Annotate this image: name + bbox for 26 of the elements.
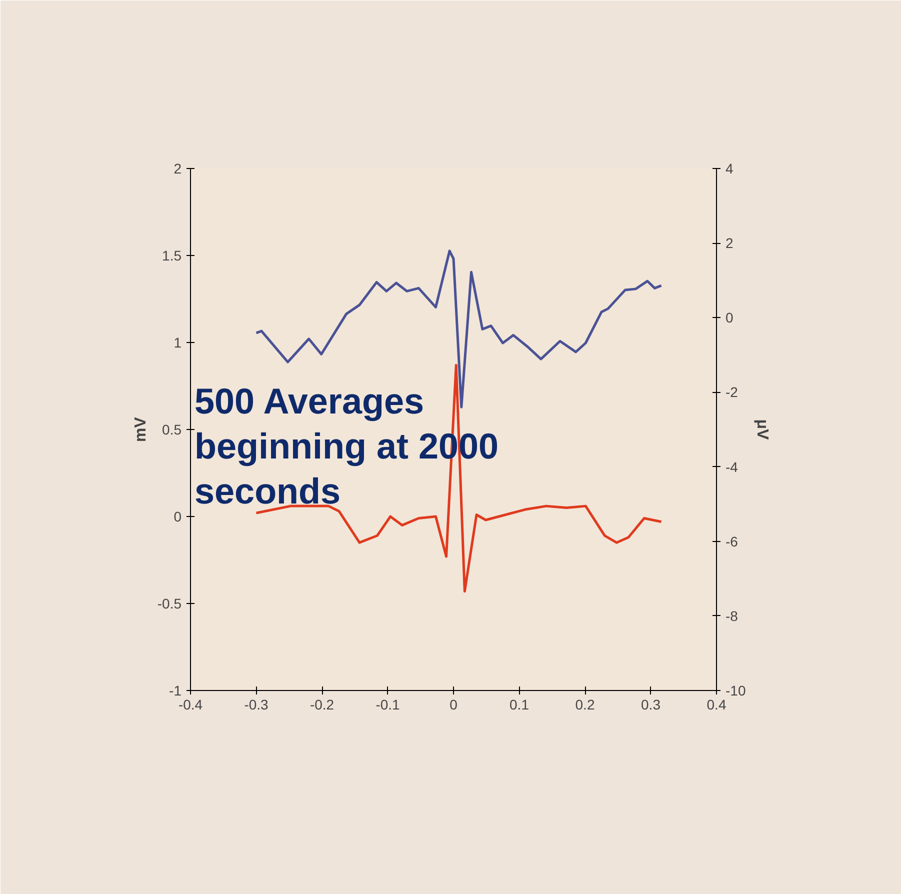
x-tick-label: -0.3 bbox=[244, 696, 269, 712]
y-tick-label: 0.5 bbox=[162, 422, 182, 438]
x-tick-label: -0.1 bbox=[376, 696, 400, 712]
y-axis-title: mV bbox=[132, 416, 150, 442]
y-tick-label: -0.5 bbox=[157, 596, 182, 612]
y2-tick-label: 0 bbox=[726, 310, 734, 326]
y-tick-label: 1 bbox=[174, 334, 182, 350]
x-tick-label: 0.3 bbox=[641, 696, 661, 712]
y2-axis-title: μV bbox=[754, 419, 771, 440]
x-tick-label: 0.1 bbox=[510, 696, 530, 712]
y-tick-label: -1 bbox=[169, 682, 182, 698]
x-tick-label: 0.2 bbox=[575, 696, 595, 712]
y-tick-label: 1.5 bbox=[162, 248, 182, 264]
y-tick-label: 0 bbox=[174, 508, 182, 524]
y2-tick-label: 4 bbox=[726, 160, 734, 176]
y2-tick-label: -6 bbox=[726, 533, 738, 550]
x-tick-label: -0.2 bbox=[310, 696, 334, 712]
y2-tick-label: 2 bbox=[726, 235, 734, 252]
y2-tick-label: -4 bbox=[726, 458, 738, 475]
x-tick-label: -0.4 bbox=[178, 696, 203, 712]
y-tick-label: 2 bbox=[174, 160, 182, 176]
y2-tick-label: -2 bbox=[726, 384, 738, 400]
x-tick-label: 0 bbox=[450, 696, 458, 712]
y2-tick-label: -8 bbox=[726, 608, 738, 624]
x-tick-label: 0.4 bbox=[706, 696, 726, 712]
y2-tick-label: -10 bbox=[726, 682, 746, 698]
